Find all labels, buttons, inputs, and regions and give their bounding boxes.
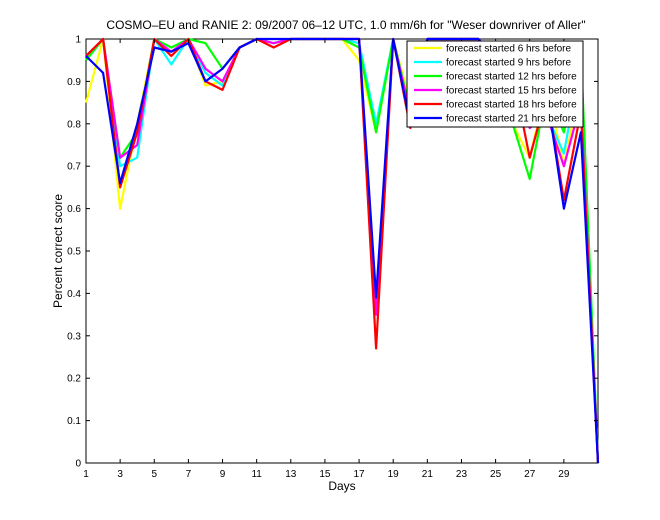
x-tick-label: 3 — [117, 469, 123, 480]
y-axis-label: Percent correct score — [51, 194, 65, 308]
legend-label-4: forecast started 15 hrs before — [446, 86, 577, 97]
x-tick-label: 25 — [490, 469, 502, 480]
x-tick-label: 23 — [456, 469, 468, 480]
y-tick-label: 0.9 — [67, 77, 81, 88]
x-tick-label: 5 — [151, 469, 157, 480]
legend-label-5: forecast started 18 hrs before — [446, 100, 577, 111]
y-tick-label: 1 — [75, 35, 81, 46]
y-tick-label: 0.6 — [67, 204, 81, 215]
x-tick-label: 11 — [251, 469, 262, 480]
x-tick-label: 1 — [83, 469, 89, 480]
legend: forecast started 6 hrs before forecast st… — [406, 40, 584, 128]
y-tick-label: 0.1 — [67, 416, 81, 427]
y-tick-label: 0.3 — [67, 331, 81, 342]
y-tick-label: 0.2 — [67, 374, 81, 385]
x-tick-label: 19 — [388, 469, 400, 480]
y-tick-label: 0 — [75, 459, 81, 470]
x-tick-label: 21 — [422, 469, 434, 480]
chart-title: COSMO–EU and RANIE 2: 09/2007 06–12 UTC,… — [106, 18, 585, 32]
x-tick-label: 29 — [558, 469, 570, 480]
x-tick-label: 13 — [285, 469, 297, 480]
x-tick-label: 17 — [354, 469, 366, 480]
y-tick-label: 0.7 — [67, 162, 81, 173]
x-tick-label: 15 — [319, 469, 331, 480]
x-tick-label: 27 — [524, 469, 536, 480]
legend-label-6: forecast started 21 hrs before — [446, 114, 577, 125]
y-tick-label: 0.4 — [67, 289, 81, 300]
x-tick-label: 7 — [186, 469, 192, 480]
legend-label-1: forecast started 6 hrs before — [446, 44, 572, 55]
axis-ticks: 1 3 5 7 9 11 13 15 17 19 21 23 25 27 2900.10.20.30.40.… — [67, 35, 598, 480]
y-tick-label: 0.5 — [67, 247, 81, 258]
y-tick-label: 0.8 — [67, 119, 81, 130]
legend-label-3: forecast started 12 hrs before — [446, 72, 577, 83]
x-axis-label: Days — [328, 479, 355, 493]
x-tick-label: 9 — [220, 469, 226, 480]
legend-label-2: forecast started 9 hrs before — [446, 58, 572, 69]
legend-box — [406, 40, 584, 128]
